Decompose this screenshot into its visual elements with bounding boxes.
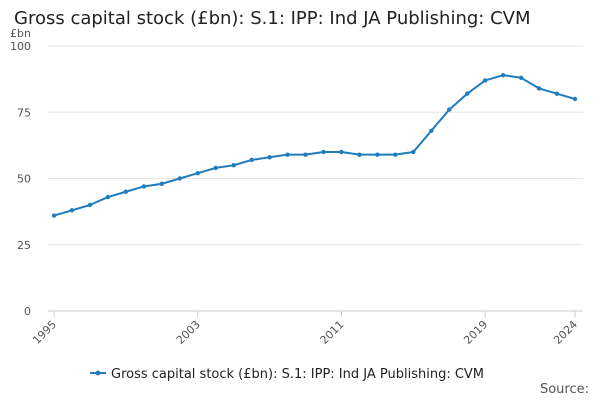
data-point — [141, 184, 147, 189]
x-tick-label: 2011 — [318, 318, 347, 347]
data-point — [447, 107, 452, 112]
data-point — [393, 152, 398, 157]
y-axis-label: £bn — [10, 27, 31, 40]
x-axis: 1995 2003 2011 2019 2024 — [30, 310, 583, 347]
data-point — [572, 96, 578, 102]
source-label: Source: — [540, 382, 589, 397]
legend-label: Gross capital stock (£bn): S.1: IPP: Ind… — [111, 367, 484, 382]
y-tick-label: 0 — [24, 305, 31, 318]
data-point — [51, 213, 57, 218]
data-point — [123, 189, 129, 194]
data-point — [267, 155, 272, 160]
y-tick-label: 25 — [17, 239, 31, 252]
data-point — [231, 163, 236, 168]
legend: Gross capital stock (£bn): S.1: IPP: Ind… — [90, 367, 484, 382]
legend-marker — [95, 370, 101, 376]
data-point — [482, 78, 488, 83]
data-point — [105, 194, 111, 200]
data-point — [518, 75, 524, 81]
data-point — [411, 149, 416, 155]
data-point — [285, 152, 290, 157]
data-point — [195, 171, 200, 176]
data-point — [177, 176, 182, 181]
data-point — [339, 149, 344, 155]
data-point — [69, 208, 75, 213]
x-tick-label: 2024 — [551, 318, 580, 347]
y-tick-label: 100 — [10, 40, 31, 53]
data-point — [213, 165, 218, 171]
data-point — [554, 91, 560, 96]
data-point — [159, 181, 164, 186]
data-point — [321, 149, 326, 155]
gridlines — [48, 45, 583, 312]
y-axis-ticks: 0 25 50 75 100 — [10, 40, 31, 318]
data-point — [375, 152, 380, 157]
x-tick-label: 1995 — [30, 318, 59, 347]
data-point — [303, 152, 308, 157]
chart-title: Gross capital stock (£bn): S.1: IPP: Ind… — [14, 8, 531, 29]
y-tick-label: 50 — [17, 173, 31, 186]
data-point — [500, 72, 506, 78]
y-tick-label: 75 — [17, 106, 31, 119]
x-tick-label: 2003 — [174, 318, 203, 347]
series-line — [53, 74, 576, 217]
data-point — [429, 128, 434, 133]
data-point — [536, 86, 542, 91]
data-point — [357, 152, 362, 157]
data-point — [87, 202, 93, 208]
x-tick-label: 2019 — [461, 318, 490, 347]
data-point — [465, 91, 470, 96]
series-group — [51, 72, 578, 218]
data-point — [249, 157, 254, 163]
